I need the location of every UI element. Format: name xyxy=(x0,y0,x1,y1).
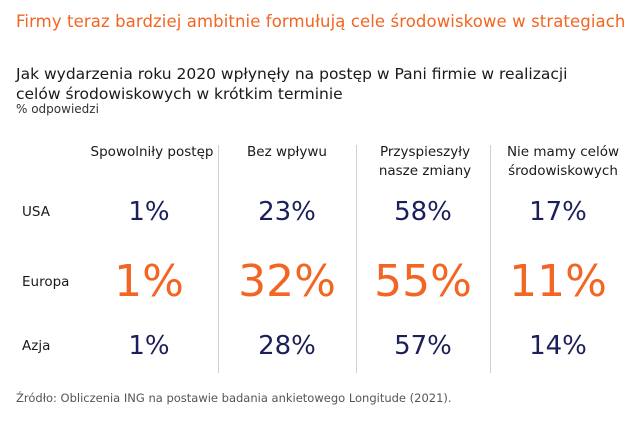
row-label-usa: USA xyxy=(22,204,50,220)
source-note: Źródło: Obliczenia ING na postawie badan… xyxy=(16,391,452,405)
col-header-slowed: Spowolniły postęp xyxy=(90,144,214,160)
table-cell-highlight: 55% xyxy=(374,256,472,307)
chart-title: Jak wydarzenia roku 2020 wpłynęły na pos… xyxy=(16,65,568,103)
table-cell: 23% xyxy=(258,197,316,227)
table-cell: 17% xyxy=(529,197,587,227)
column-divider xyxy=(356,145,357,373)
table-cell: 57% xyxy=(394,331,452,361)
table-cell: 1% xyxy=(128,331,170,361)
table-cell-highlight: 1% xyxy=(114,256,184,307)
col-header-accelerated: Przyspieszyły nasze zmiany xyxy=(378,144,472,179)
table-cell: 14% xyxy=(529,331,587,361)
table-cell: 1% xyxy=(128,197,170,227)
table-cell-highlight: 11% xyxy=(509,256,607,307)
table-cell: 28% xyxy=(258,331,316,361)
col-header-no-impact: Bez wpływu xyxy=(247,144,327,160)
row-label-azja: Azja xyxy=(22,338,51,354)
column-divider xyxy=(218,145,219,373)
table-cell-highlight: 32% xyxy=(238,256,336,307)
chart-subtitle: % odpowiedzi xyxy=(16,102,99,116)
column-divider xyxy=(490,145,491,373)
headline: Firmy teraz bardziej ambitnie formułują … xyxy=(16,12,626,31)
col-header-no-goals: Nie mamy celów środowiskowych xyxy=(506,144,620,179)
row-label-europa: Europa xyxy=(22,274,70,290)
table-cell: 58% xyxy=(394,197,452,227)
